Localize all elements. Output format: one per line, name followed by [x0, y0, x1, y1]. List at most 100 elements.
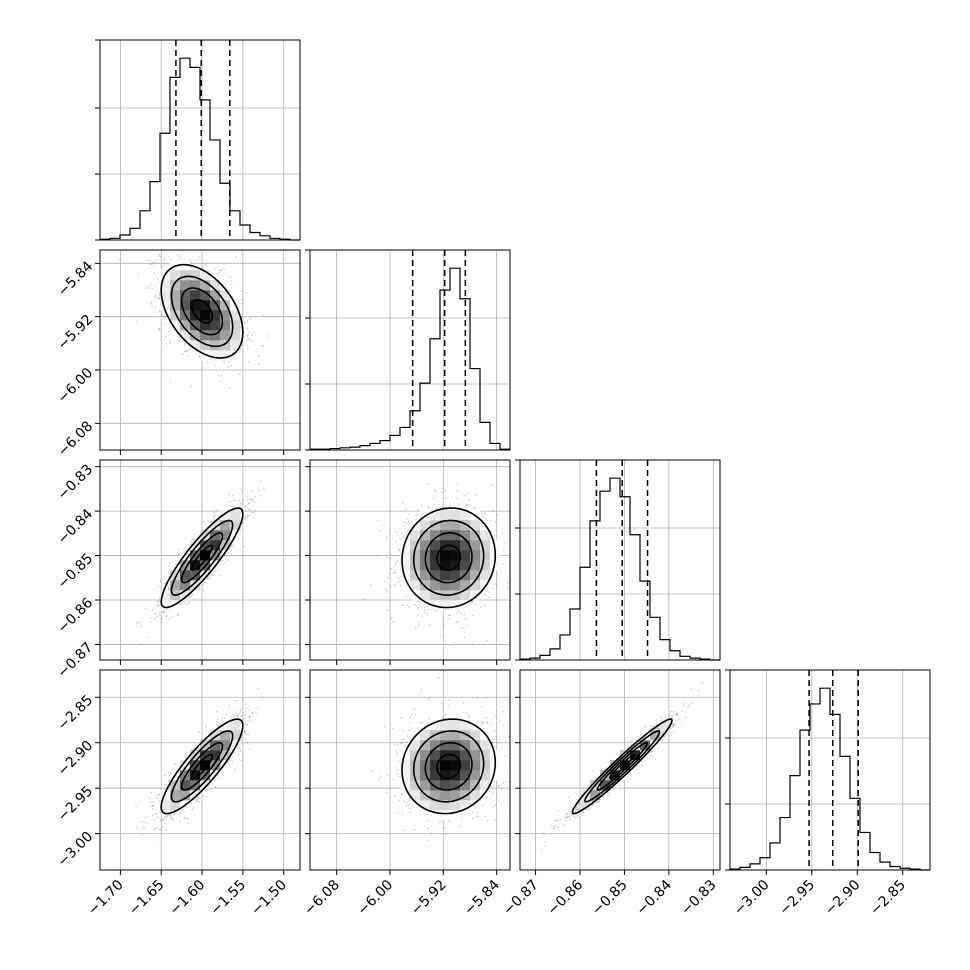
panel-frame [309, 249, 511, 451]
sample-point [434, 490, 437, 492]
sample-point [407, 606, 410, 608]
sample-point [246, 327, 249, 330]
sample-point [159, 580, 162, 583]
density-cell [450, 510, 461, 521]
sample-point [227, 559, 230, 562]
sample-point [466, 503, 469, 506]
sample-point [376, 554, 378, 557]
sample-point [213, 518, 216, 520]
sample-point [503, 549, 505, 552]
sample-point [186, 349, 189, 351]
sample-point [192, 538, 194, 541]
sample-point [259, 480, 262, 483]
sample-point [192, 806, 195, 809]
sample-point [464, 617, 467, 620]
density-cell [430, 560, 441, 571]
sample-point [161, 314, 163, 316]
density-cell [160, 300, 171, 311]
sample-point [248, 331, 251, 334]
density-cell [460, 530, 471, 541]
sample-point [262, 344, 265, 347]
sample-point [244, 515, 246, 518]
sample-point [489, 530, 492, 532]
sample-point [472, 507, 475, 510]
sample-point [205, 260, 207, 262]
sample-point [244, 510, 247, 512]
sample-point [204, 522, 207, 525]
density-cell [200, 270, 211, 281]
sample-point [138, 621, 141, 624]
density-cell [170, 570, 181, 581]
sample-point [163, 610, 166, 613]
density-cell [190, 280, 201, 291]
density-cell [450, 540, 461, 551]
sample-point [234, 256, 237, 259]
sample-point [249, 498, 252, 501]
density-cell [430, 580, 441, 591]
sample-point [159, 255, 162, 258]
sample-point [217, 725, 220, 728]
sample-point [393, 571, 396, 574]
panel-content [100, 460, 300, 660]
density-cell [410, 570, 421, 581]
sample-point [157, 281, 160, 284]
sample-point [396, 532, 399, 534]
sample-point [204, 581, 207, 584]
density-cell [220, 290, 231, 301]
sample-point [162, 611, 165, 614]
sample-point [217, 374, 220, 377]
panel-frame [729, 669, 931, 871]
sample-point [184, 350, 187, 353]
density-cell [220, 320, 231, 331]
sample-point [369, 584, 372, 587]
density-cell [410, 580, 421, 591]
sample-point [178, 549, 180, 551]
sample-point [248, 338, 250, 340]
sample-point [230, 283, 232, 286]
density-cell [190, 340, 201, 351]
density-cell [400, 540, 411, 551]
sample-point [241, 500, 244, 503]
sample-point [162, 315, 165, 318]
density-cell [420, 590, 431, 601]
sample-point [151, 304, 153, 307]
sample-point [238, 499, 241, 502]
sample-point [239, 505, 242, 507]
sample-point [259, 494, 262, 497]
density-cell [450, 570, 461, 581]
contour-line [160, 263, 244, 359]
density-cell [190, 570, 201, 581]
contour-line [190, 544, 213, 571]
density-cell [440, 600, 451, 611]
sample-point [169, 342, 172, 345]
sample-point [220, 269, 223, 272]
density-cell [220, 530, 231, 541]
density-cell [230, 520, 241, 531]
sample-point [168, 322, 171, 324]
sample-point [246, 338, 249, 341]
sample-point [152, 272, 155, 275]
density-cell [430, 600, 441, 611]
sample-point [195, 350, 198, 353]
sample-point [160, 266, 163, 268]
density-cell [440, 550, 451, 561]
sample-point [169, 818, 172, 820]
sample-point [158, 611, 161, 614]
sample-point [442, 487, 444, 490]
density-cell [430, 540, 441, 551]
sample-point [227, 551, 230, 554]
sample-point [251, 712, 254, 715]
sample-point [471, 643, 474, 645]
density-cell [480, 570, 491, 581]
sample-point [484, 517, 486, 520]
sample-point [242, 298, 245, 301]
sample-point [390, 554, 393, 556]
panel-frame [309, 459, 511, 661]
density-cell [170, 290, 181, 301]
sample-point [202, 583, 205, 586]
density-cell [220, 300, 231, 311]
sample-point [448, 614, 451, 617]
density-cell [430, 550, 441, 561]
sample-point [456, 482, 459, 485]
